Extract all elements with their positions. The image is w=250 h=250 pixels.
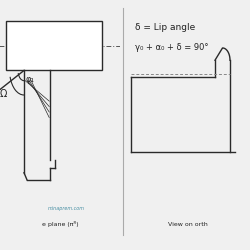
Text: minaprem.com: minaprem.com [48, 206, 84, 210]
Text: γ₀ + α₀ + δ = 90°: γ₀ + α₀ + δ = 90° [135, 43, 208, 52]
Text: δ = Lip angle: δ = Lip angle [135, 22, 195, 32]
Text: Ω: Ω [0, 89, 8, 99]
Text: φ₁: φ₁ [26, 75, 34, 84]
Text: View on orth: View on orth [168, 222, 207, 227]
Bar [6, 21, 102, 70]
Text: e plane (πᴿ): e plane (πᴿ) [42, 221, 78, 227]
